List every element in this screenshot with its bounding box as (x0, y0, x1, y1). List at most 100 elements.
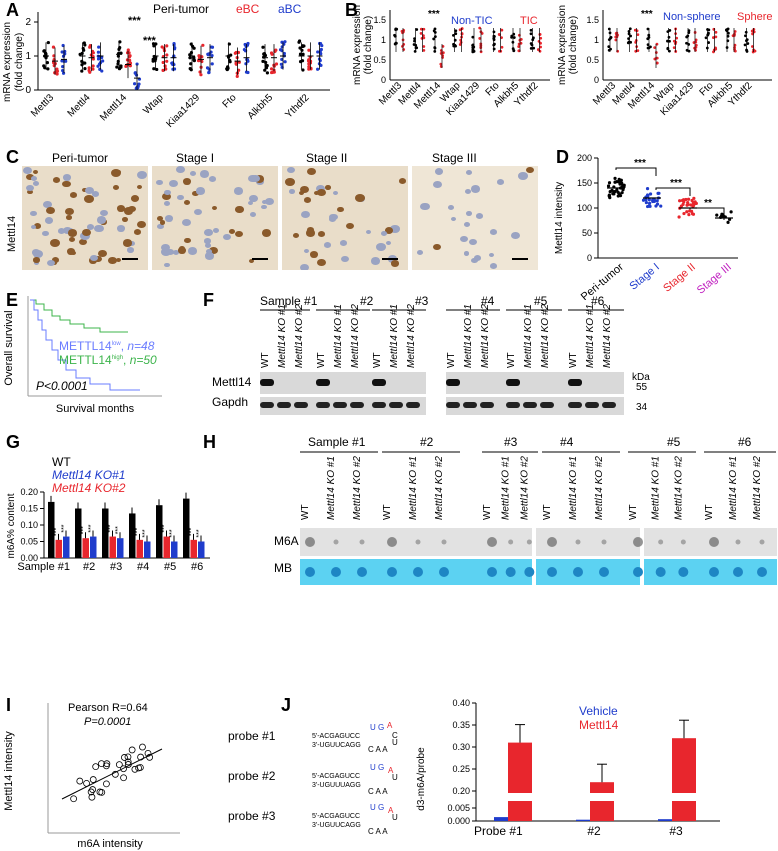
f-lane-label: Mettl14 KO #1 (523, 304, 534, 368)
a-dot (55, 72, 59, 76)
panel-h-dotblot: Sample #1 #2 #3 #4 #5 #6 WT Mettl14 KO #1… (274, 435, 777, 585)
j-ytick: 0.005 (447, 803, 470, 813)
h-dot-m6a (441, 539, 447, 545)
i-dot (137, 753, 145, 761)
c-nucleus (70, 250, 77, 256)
c-nucleus (307, 168, 317, 176)
a-dot (116, 54, 120, 58)
c-nucleus (34, 223, 42, 230)
a-dot (197, 54, 201, 58)
c-nucleus (490, 229, 498, 236)
c-nucleus (30, 176, 38, 182)
g-sig: *** (61, 524, 68, 532)
b-dot (529, 28, 533, 32)
j-bar-group (494, 719, 696, 821)
c-nucleus (164, 189, 171, 195)
panel-letter-h: H (203, 432, 216, 452)
b-ylabel-2: (fold change) (363, 16, 374, 74)
f-lane-label: WT (372, 352, 383, 368)
f-sample-3: #4 (481, 294, 495, 308)
b-dot (441, 51, 445, 55)
c-nucleus (108, 257, 117, 264)
d-dot (615, 188, 619, 192)
c-nucleus (29, 211, 37, 217)
g-bar (198, 541, 205, 558)
b-dot (629, 40, 633, 44)
c-nucleus (316, 258, 327, 267)
i-pval: P=0.0001 (84, 716, 131, 728)
panel-e-chart: Overall survival METTL14low, n=48 METTL1… (3, 296, 162, 415)
b-dot (655, 61, 659, 65)
g-bar (190, 539, 197, 558)
f-band-mettl14 (316, 379, 330, 386)
a-dot (283, 40, 287, 44)
b-dot (422, 27, 426, 31)
a-dot-group (42, 39, 324, 90)
c-nucleus (137, 221, 147, 229)
f-lane-label: Mettl14 KO #1 (333, 304, 344, 368)
j-bar-vehicle (658, 819, 672, 821)
f-band-group (260, 379, 616, 408)
c-nucleus (100, 209, 109, 217)
a-dot (128, 61, 133, 65)
c-nucleus (26, 173, 35, 180)
c-nucleus (328, 216, 337, 222)
j-axis-break (590, 793, 614, 801)
svg-text:C A A: C A A (368, 787, 388, 796)
i-dot (139, 743, 146, 751)
g-ytick: 0.05 (20, 537, 38, 547)
f-blot-mettl14-left (260, 372, 426, 394)
c-nucleus (204, 252, 215, 260)
h-dot-mb (709, 567, 719, 577)
a-dot (61, 71, 66, 75)
c-nucleus (435, 167, 444, 175)
g-bar (117, 538, 124, 558)
b-dot (607, 45, 611, 48)
f-sample-5: #6 (591, 294, 605, 308)
h-lane-label: Mettl14 KO #1 (651, 456, 662, 520)
a-dot (244, 62, 248, 66)
c-nucleus (249, 258, 255, 264)
c-nucleus (161, 248, 171, 257)
c-nucleus (164, 263, 170, 268)
f-band-gapdh (568, 402, 582, 408)
c-nucleus (323, 242, 332, 249)
a-dot (190, 44, 195, 48)
f-lane-label: Mettl14 KO #1 (389, 304, 400, 368)
j-ytick-group: 0.20 0.25 0.30 0.35 0.40 0.000 0.005 (447, 698, 476, 826)
c-nucleus (84, 195, 95, 203)
h-lane-label: WT (542, 504, 553, 520)
c-ylabel: Mettl14 (6, 215, 18, 252)
b-dot (694, 38, 698, 42)
a-dot (272, 70, 276, 74)
g-bar (109, 536, 116, 558)
c-nucleus (162, 192, 172, 201)
c-nucleus (305, 229, 315, 237)
svg-text:5'-ACGAGUCC: 5'-ACGAGUCC (312, 773, 360, 780)
a-dot (83, 66, 87, 71)
c-nucleus (465, 188, 472, 194)
h-lane-label: Mettl14 KO #2 (673, 456, 684, 520)
d-dot (616, 190, 620, 194)
h-lane-label: WT (704, 504, 715, 520)
c-nucleus (289, 188, 296, 194)
d-dot (607, 194, 611, 198)
b-dot (415, 28, 419, 31)
c-nucleus (247, 200, 254, 206)
f-lane-label: Mettl14 KO #2 (540, 304, 551, 368)
g-bar (129, 513, 136, 558)
b-ytick-0: 0 (381, 75, 386, 85)
h-dot-m6a (526, 539, 532, 545)
a-dot (55, 67, 59, 71)
b-dot (629, 34, 632, 38)
c-title-3: Stage III (432, 151, 477, 165)
b-dot (401, 31, 404, 35)
c-nucleus (164, 200, 171, 206)
b-dot (432, 37, 436, 41)
a-dot (210, 62, 214, 66)
h-lane-label: Mettl14 KO #1 (728, 456, 739, 520)
d-sig-1: *** (670, 178, 682, 189)
b-right-legend-b: Sphere (737, 11, 772, 23)
h-dot-m6a (333, 539, 339, 545)
